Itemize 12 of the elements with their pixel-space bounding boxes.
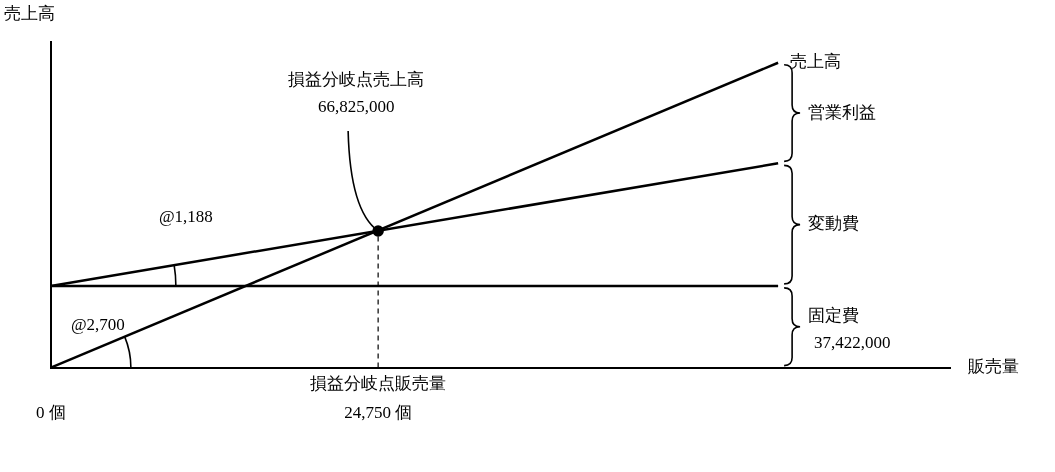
annotation: 固定費 37,422,000 — [808, 306, 891, 353]
annotation: @1,188 — [158, 207, 213, 227]
annotation: 損益分岐点売上高 66,825,000 — [288, 70, 425, 117]
annotation: @2,700 — [70, 315, 125, 335]
series-label: 売上高 — [790, 52, 842, 72]
annotation: 営業利益 — [808, 102, 877, 122]
x-tick-label: 24,750 個 — [344, 403, 413, 423]
annotation: 変動費 — [808, 214, 860, 234]
ref-line-label: 損益分岐点販売量 — [310, 373, 447, 393]
x-axis-title: 販売量 — [968, 357, 1019, 377]
y-axis-title: 売上高 — [4, 3, 55, 23]
x-tick-label: 0 個 — [36, 403, 66, 423]
